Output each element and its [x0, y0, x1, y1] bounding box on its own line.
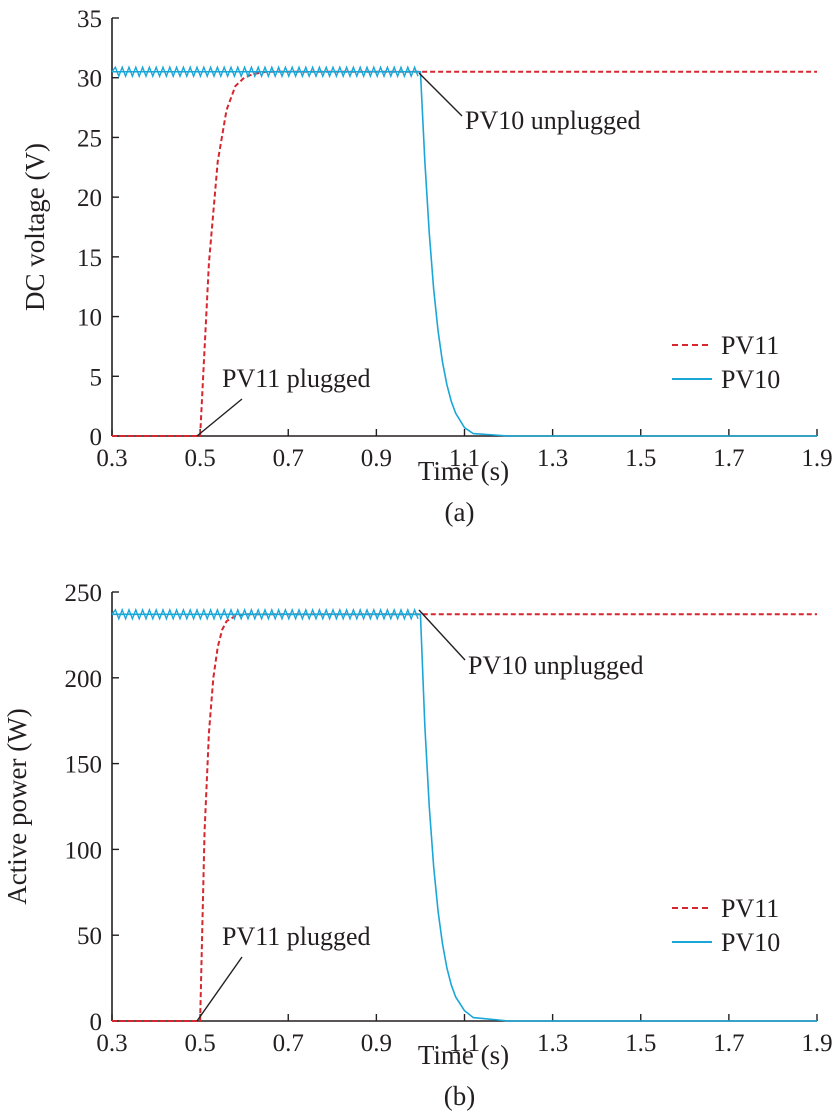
legend-label-pv10: PV10	[721, 365, 780, 394]
x-tick-label: 1.5	[625, 445, 656, 472]
legend: PV11 PV10	[672, 331, 780, 394]
x-tick-label: 0.7	[273, 1030, 304, 1057]
x-tick-label: 0.3	[96, 1030, 127, 1057]
series-line-pv10	[112, 70, 817, 437]
y-tick-label: 0	[90, 1009, 103, 1036]
x-tick-label: 0.5	[185, 1030, 216, 1057]
x-tick-label: 0.9	[361, 1030, 392, 1057]
x-tick-label: 1.5	[625, 1030, 656, 1057]
y-tick-label: 10	[77, 305, 102, 332]
panel-caption: (b)	[444, 1081, 475, 1111]
series-ripple-pv10	[111, 607, 419, 621]
y-tick-label: 100	[65, 837, 103, 864]
series-ripple-pv10	[111, 65, 419, 79]
x-tick-label: 1.1	[449, 445, 480, 472]
legend-label-pv10: PV10	[721, 928, 780, 957]
annotation-text: PV11 plugged	[222, 364, 371, 393]
x-tick-label: 0.7	[273, 445, 304, 472]
annotation-text: PV11 plugged	[222, 922, 371, 951]
y-tick-label: 250	[65, 580, 103, 607]
annotation-text: PV10 unplugged	[468, 651, 644, 680]
x-tick-label: 1.7	[713, 1030, 744, 1057]
chart-panel-b: 0.3 0.5 0.7 0.9 1.1 1.3 1.5 1.7 1.9 0 50 100 150 200 2…	[2, 580, 833, 1111]
panel-caption: (a)	[445, 497, 475, 527]
annotation-leader-line	[418, 72, 463, 117]
annotation-leader-line	[418, 609, 466, 661]
chart-panel-a: 0.3 0.5 0.7 0.9 1.1 1.3 1.5 1.7 1.9 0 5 10 15 20 25 30 3…	[20, 6, 833, 527]
series-line-pv11	[112, 613, 817, 1022]
annotation-text: PV10 unplugged	[465, 106, 641, 135]
x-tick-label: 1.1	[449, 1030, 480, 1057]
x-axis-label: Time (s)	[418, 1040, 509, 1070]
x-tick-label: 1.7	[713, 445, 744, 472]
y-tick-label: 150	[65, 752, 103, 779]
x-tick-label: 1.3	[537, 445, 568, 472]
annotation-leader-line	[196, 956, 243, 1022]
y-tick-label: 20	[77, 185, 102, 212]
y-tick-label: 25	[77, 125, 102, 152]
y-tick-label: 5	[90, 364, 103, 391]
x-axis-label: Time (s)	[418, 456, 509, 486]
legend-label-pv11: PV11	[721, 894, 779, 923]
annotation-leader-line	[196, 398, 243, 437]
x-tick-label: 0.9	[361, 445, 392, 472]
legend-label-pv11: PV11	[721, 331, 779, 360]
x-tick-label: 1.9	[801, 1030, 832, 1057]
x-tick-label: 1.3	[537, 1030, 568, 1057]
x-tick-label: 0.3	[96, 445, 127, 472]
y-tick-label: 35	[77, 6, 102, 33]
y-tick-label: 15	[77, 245, 102, 272]
legend: PV11 PV10	[672, 894, 780, 957]
y-axis-label: DC voltage (V)	[20, 143, 50, 311]
y-axis-label: Active power (W)	[2, 708, 32, 904]
y-tick-label: 50	[77, 923, 102, 950]
x-tick-label: 0.5	[185, 445, 216, 472]
y-tick-label: 30	[77, 66, 102, 93]
y-tick-label: 200	[65, 666, 103, 693]
x-tick-label: 1.9	[801, 445, 832, 472]
series-line-pv10	[112, 613, 817, 1022]
y-tick-label: 0	[90, 424, 103, 451]
